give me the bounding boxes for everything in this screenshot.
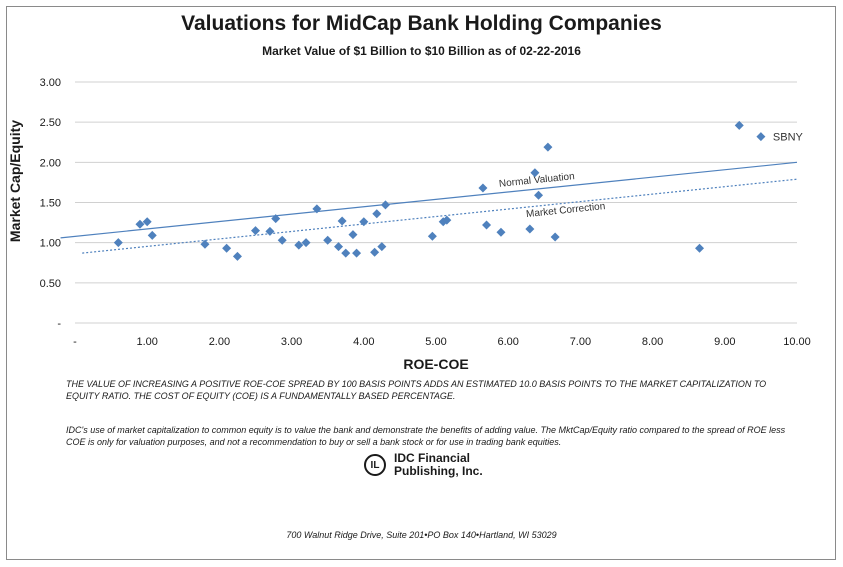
- x-tick-label: 10.00: [783, 336, 811, 348]
- data-point: [372, 209, 382, 219]
- data-point: [142, 217, 152, 227]
- data-point: [352, 248, 362, 258]
- data-point: [271, 214, 281, 224]
- data-point: [312, 204, 322, 214]
- x-tick-label: -: [73, 336, 77, 348]
- x-tick-label: 5.00: [425, 336, 446, 348]
- x-tick-label: 3.00: [281, 336, 302, 348]
- data-point: [265, 226, 275, 236]
- spread-note: The value of increasing a positive ROE-C…: [66, 379, 767, 401]
- x-tick-label: 7.00: [570, 336, 591, 348]
- data-point: [341, 248, 351, 258]
- data-point: [232, 251, 242, 261]
- data-point: [482, 220, 492, 230]
- data-point: [756, 132, 766, 142]
- data-point: [200, 239, 210, 249]
- chart-title: Valuations for MidCap Bank Holding Compa…: [181, 12, 662, 35]
- data-point: [543, 142, 553, 152]
- y-tick-label: 3.00: [40, 77, 61, 89]
- x-tick-label: 8.00: [642, 336, 663, 348]
- y-axis-label-box: Market Cap/Equity: [5, 90, 25, 272]
- data-point: [251, 226, 260, 236]
- data-point: [135, 219, 145, 229]
- data-point: [534, 190, 544, 200]
- x-tick-label: 4.00: [353, 336, 374, 348]
- data-point: [442, 215, 452, 225]
- x-axis-label: ROE-COE: [403, 356, 469, 372]
- x-tick-label: 6.00: [497, 336, 518, 348]
- data-point: [294, 240, 304, 250]
- data-point: [337, 216, 347, 226]
- logo-line-2: Publishing, Inc.: [394, 464, 483, 478]
- chart-subtitle: Market Value of $1 Billion to $10 Billio…: [262, 44, 581, 58]
- data-point: [301, 238, 311, 248]
- y-tick-label: 2.00: [40, 157, 61, 169]
- data-point: [377, 242, 387, 252]
- market-correction-label: Market Correction: [526, 201, 606, 220]
- data-point: [496, 227, 506, 237]
- y-axis-label: Market Cap/Equity: [7, 119, 23, 243]
- data-point: [525, 224, 535, 234]
- data-point: [734, 120, 744, 130]
- footer-address: 700 Walnut Ridge Drive, Suite 201•PO Box…: [286, 530, 557, 540]
- market-correction-line: [82, 178, 798, 254]
- data-point: [359, 217, 369, 227]
- data-point: [380, 200, 390, 210]
- disclaimer-note: IDC's use of market capitalization to co…: [66, 425, 786, 447]
- x-tick-label: 1.00: [136, 336, 157, 348]
- y-tick-label: 2.50: [40, 117, 61, 129]
- idc-logo-text: IDC Financial Publishing, Inc.: [394, 452, 483, 478]
- x-tick-label: 9.00: [714, 336, 735, 348]
- y-tick-label: 1.50: [40, 198, 61, 210]
- y-tick-label: 1.00: [40, 238, 61, 250]
- data-point: [348, 230, 358, 240]
- data-point: [478, 183, 488, 193]
- point-label-sbny: SBNY: [773, 132, 804, 144]
- data-point: [222, 243, 232, 253]
- logo-line-1: IDC Financial: [394, 451, 471, 465]
- data-point: [530, 168, 540, 178]
- data-point: [323, 235, 333, 245]
- y-tick-label: 0.50: [40, 278, 61, 290]
- data-point: [277, 235, 287, 245]
- data-point: [427, 231, 437, 241]
- idc-logo-icon: IL: [364, 454, 386, 476]
- data-point: [147, 230, 157, 240]
- data-point: [334, 242, 344, 252]
- data-point: [695, 243, 705, 253]
- data-point: [550, 232, 560, 242]
- y-tick-label: -: [57, 318, 61, 330]
- idc-logo: IL IDC Financial Publishing, Inc.: [364, 452, 483, 478]
- x-tick-label: 2.00: [209, 336, 230, 348]
- data-point: [370, 247, 380, 257]
- data-point: [113, 238, 123, 248]
- normal-valuation-line: [60, 161, 798, 239]
